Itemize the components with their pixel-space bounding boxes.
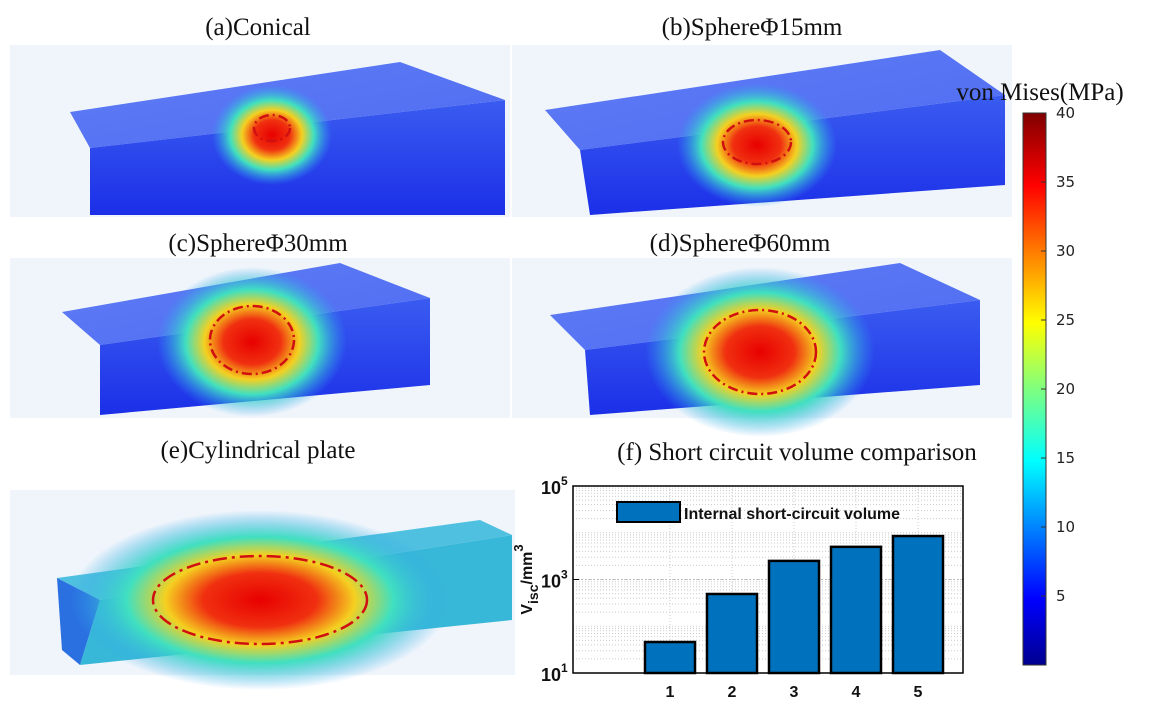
colorbar-tick-label: 25 <box>1056 311 1075 329</box>
panel-title: (d)SphereΦ60mm <box>650 230 831 257</box>
bar <box>645 642 695 673</box>
panel-title: (e)Cylindrical plate <box>160 437 355 464</box>
x-tick-label: 2 <box>728 684 737 701</box>
y-tick-base: 10 <box>541 478 561 498</box>
x-tick-label: 3 <box>790 684 799 701</box>
figure: (a)Conical (b)SphereΦ15mm (c)SphereΦ30mm… <box>0 0 1154 703</box>
panel-title: (b)SphereΦ15mm <box>662 14 843 41</box>
y-tick-exp: 5 <box>561 474 568 488</box>
colorbar-label: von Mises(MPa) <box>956 79 1123 106</box>
chart-title: (f) Short circuit volume comparison <box>617 439 977 466</box>
y-label-rest: /mm <box>519 552 536 585</box>
y-tick-exp: 1 <box>561 661 568 675</box>
colorbar-tick-label: 40 <box>1056 104 1075 122</box>
y-tick-base: 10 <box>541 665 561 685</box>
colorbar-tick-label: 10 <box>1056 518 1075 536</box>
x-tick-label: 4 <box>852 684 861 701</box>
colorbar-tick-label: 20 <box>1056 380 1075 398</box>
panel-title: (a)Conical <box>205 14 311 41</box>
x-tick-label: 5 <box>914 684 923 701</box>
legend-label: Internal short-circuit volume <box>684 506 900 523</box>
y-label-sup: 3 <box>511 544 526 551</box>
y-tick-base: 10 <box>541 572 561 592</box>
colorbar-tick-label: 5 <box>1056 587 1066 605</box>
y-tick-label: 101 <box>541 661 568 685</box>
panel-title: (c)SphereΦ30mm <box>168 230 348 257</box>
y-tick-label: 105 <box>541 474 568 498</box>
colorbar-tick-label: 15 <box>1056 449 1075 467</box>
bar <box>831 547 881 673</box>
bar <box>893 536 943 673</box>
colorbar-tick-label: 30 <box>1056 242 1075 260</box>
x-tick-label: 1 <box>666 684 675 701</box>
colorbar-tick-label: 35 <box>1056 173 1075 191</box>
bar <box>769 561 819 673</box>
y-tick-label: 103 <box>541 568 568 592</box>
y-label-sub: isc <box>525 584 541 604</box>
legend-swatch <box>617 502 680 522</box>
y-tick-exp: 3 <box>561 568 568 582</box>
y-label-main: V <box>519 604 536 615</box>
bar <box>707 594 757 673</box>
y-axis-label: Visc/mm3 <box>511 544 541 614</box>
